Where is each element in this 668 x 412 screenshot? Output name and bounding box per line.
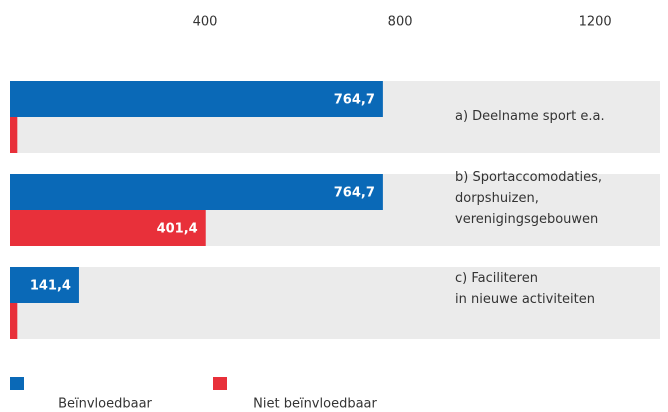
bar <box>10 210 206 246</box>
band-background <box>10 267 660 339</box>
category-label: c) Faciliteren in nieuwe activiteiten <box>455 271 596 307</box>
legend-label: Niet beïnvloedbaar <box>253 397 377 412</box>
bar <box>10 81 383 117</box>
legend-swatch <box>10 377 24 390</box>
data-label: 764,7 <box>334 93 375 108</box>
category-label: b) Sportaccomodaties, dorpshuizen, veren… <box>455 170 603 227</box>
category-label: a) Deelname sport e.a. <box>455 109 605 124</box>
data-label: 401,4 <box>157 222 198 237</box>
bar <box>10 174 383 210</box>
data-label: 764,7 <box>334 186 375 201</box>
legend-label: Beïnvloedbaar <box>58 397 152 412</box>
bar <box>10 267 79 303</box>
bar <box>10 303 18 339</box>
data-label: 141,4 <box>30 279 71 294</box>
bar <box>10 117 18 153</box>
legend-swatch <box>213 377 227 390</box>
x-tick-label: 800 <box>388 15 413 30</box>
x-tick-label: 1200 <box>579 15 612 30</box>
x-tick-label: 400 <box>193 15 218 30</box>
